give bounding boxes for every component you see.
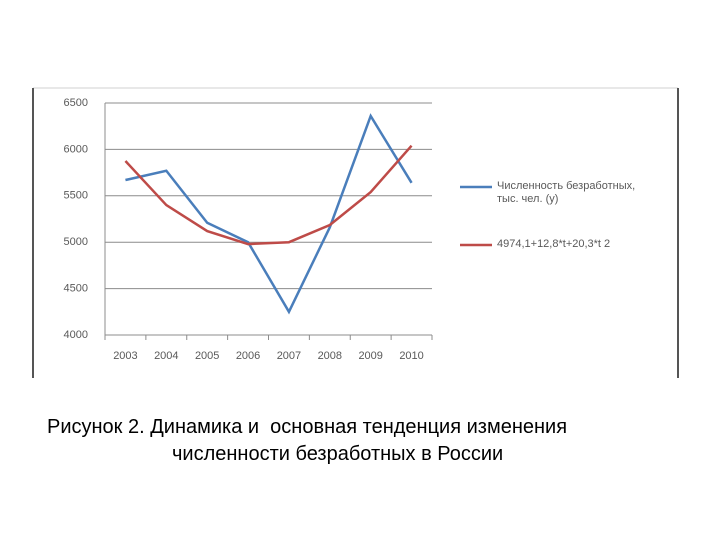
y-tick-label: 4500 [64,283,88,295]
x-tick-label: 2009 [358,350,382,362]
caption: численности безработных в России [172,443,504,465]
y-tick-label: 6000 [64,143,88,155]
y-tick-label: 4000 [64,329,88,341]
x-tick-label: 2010 [399,350,423,362]
y-tick-label: 5000 [64,236,88,248]
x-tick-label: 2003 [113,350,137,362]
x-tick-label: 2007 [277,350,301,362]
x-tick-label: 2008 [318,350,342,362]
x-tick-label: 2005 [195,350,219,362]
y-tick-label: 5500 [64,190,88,202]
line [124,144,413,246]
legend-label: 4974,1+12,8*t+20,3*t 2 [497,238,611,250]
line [125,113,413,315]
caption: Рисунок 2. Динамика и основная тенденция… [47,416,568,438]
legend-label: Численность безработных, тыс. чел. (y) [497,180,636,205]
x-tick-label: 2006 [236,350,260,362]
y-tick-label: 6500 [64,97,88,109]
x-tick-label: 2004 [154,350,178,362]
